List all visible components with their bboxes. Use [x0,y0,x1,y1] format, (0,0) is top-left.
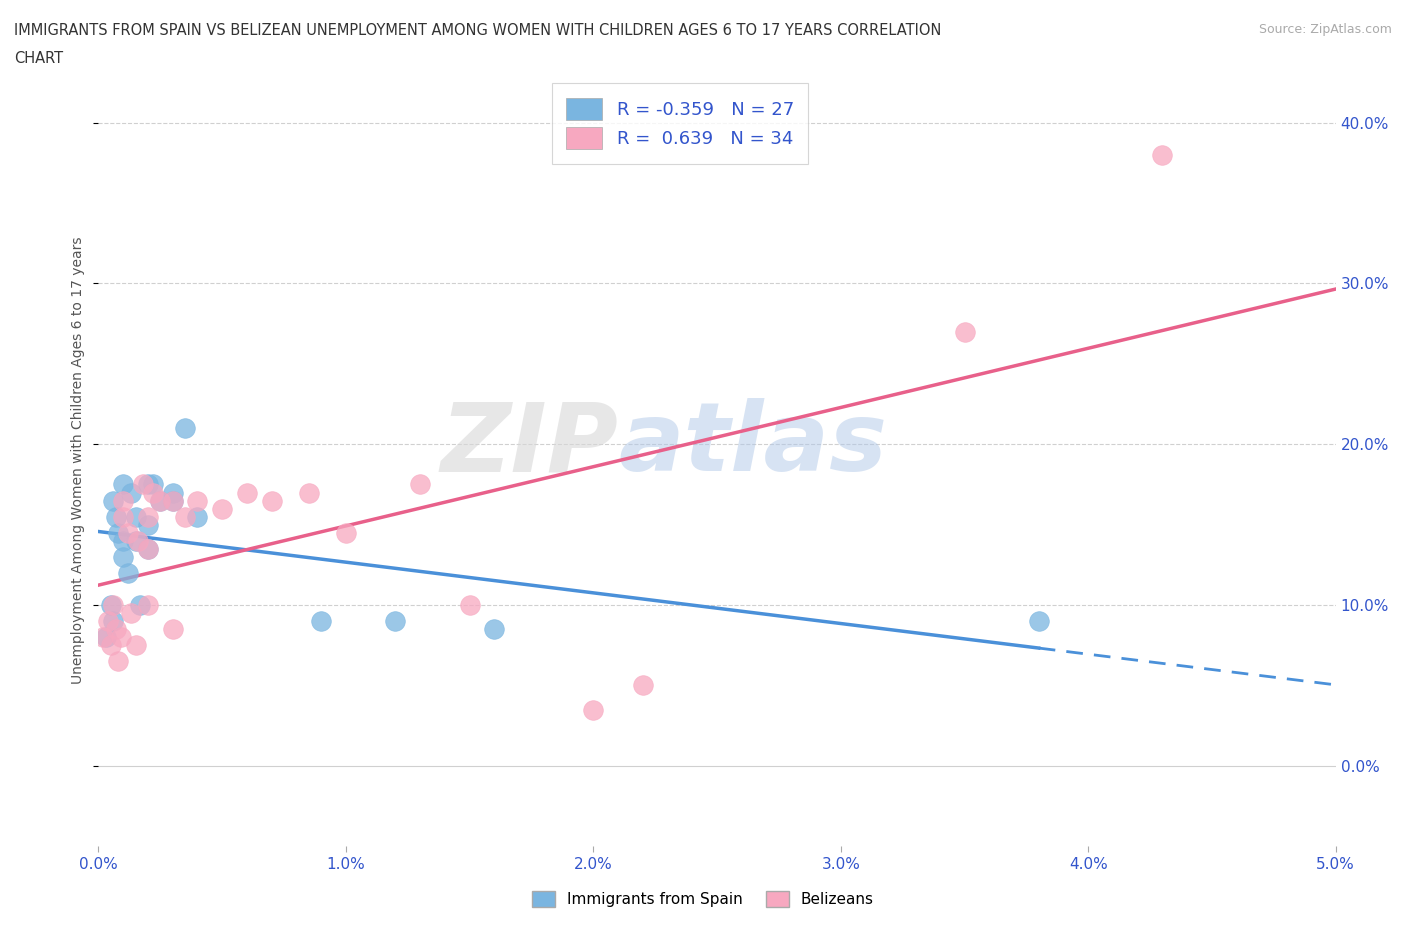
Point [136,477,159,492]
Point [458,598,481,613]
Point [112,510,135,525]
Point [384,614,406,629]
Point [186,493,208,508]
Point [211,501,233,516]
Point [162,485,184,500]
Point [104,622,127,637]
Point [112,550,135,565]
Point [1028,614,1050,629]
Point [953,325,976,339]
Point [298,485,321,500]
Point [582,702,605,717]
Point [124,638,146,653]
Point [103,614,125,629]
Point [93,630,115,644]
Text: Source: ZipAtlas.com: Source: ZipAtlas.com [1258,23,1392,36]
Point [124,533,146,548]
Point [97,614,120,629]
Point [149,493,172,508]
Point [136,598,159,613]
Point [120,485,142,500]
Point [136,517,159,532]
Point [236,485,259,500]
Point [631,678,654,693]
Point [136,541,159,556]
Point [335,525,357,540]
Point [174,510,197,525]
Point [409,477,432,492]
Point [117,525,139,540]
Point [100,638,122,653]
Point [104,510,127,525]
Y-axis label: Unemployment Among Women with Children Ages 6 to 17 years: Unemployment Among Women with Children A… [72,236,86,684]
Point [120,605,142,620]
Point [100,598,122,613]
Point [162,493,184,508]
Text: atlas: atlas [619,398,887,491]
Point [1152,147,1174,162]
Point [149,493,172,508]
Point [142,485,165,500]
Point [103,598,125,613]
Point [103,493,125,508]
Text: IMMIGRANTS FROM SPAIN VS BELIZEAN UNEMPLOYMENT AMONG WOMEN WITH CHILDREN AGES 6 : IMMIGRANTS FROM SPAIN VS BELIZEAN UNEMPL… [14,23,942,38]
Text: CHART: CHART [14,51,63,66]
Point [174,420,197,435]
Point [309,614,332,629]
Point [117,565,139,580]
Point [107,525,129,540]
Point [260,493,283,508]
Point [127,533,149,548]
Point [112,533,135,548]
Point [112,477,135,492]
Point [136,541,159,556]
Point [112,493,135,508]
Point [142,477,165,492]
Point [484,622,506,637]
Point [132,477,155,492]
Point [136,510,159,525]
Point [162,622,184,637]
Legend: Immigrants from Spain, Belizeans: Immigrants from Spain, Belizeans [526,884,880,913]
Point [129,598,152,613]
Point [107,654,129,669]
Legend: R = -0.359   N = 27, R =  0.639   N = 34: R = -0.359 N = 27, R = 0.639 N = 34 [551,84,808,164]
Point [110,630,132,644]
Text: ZIP: ZIP [440,398,619,491]
Point [94,630,117,644]
Point [162,493,184,508]
Point [186,510,208,525]
Point [124,510,146,525]
